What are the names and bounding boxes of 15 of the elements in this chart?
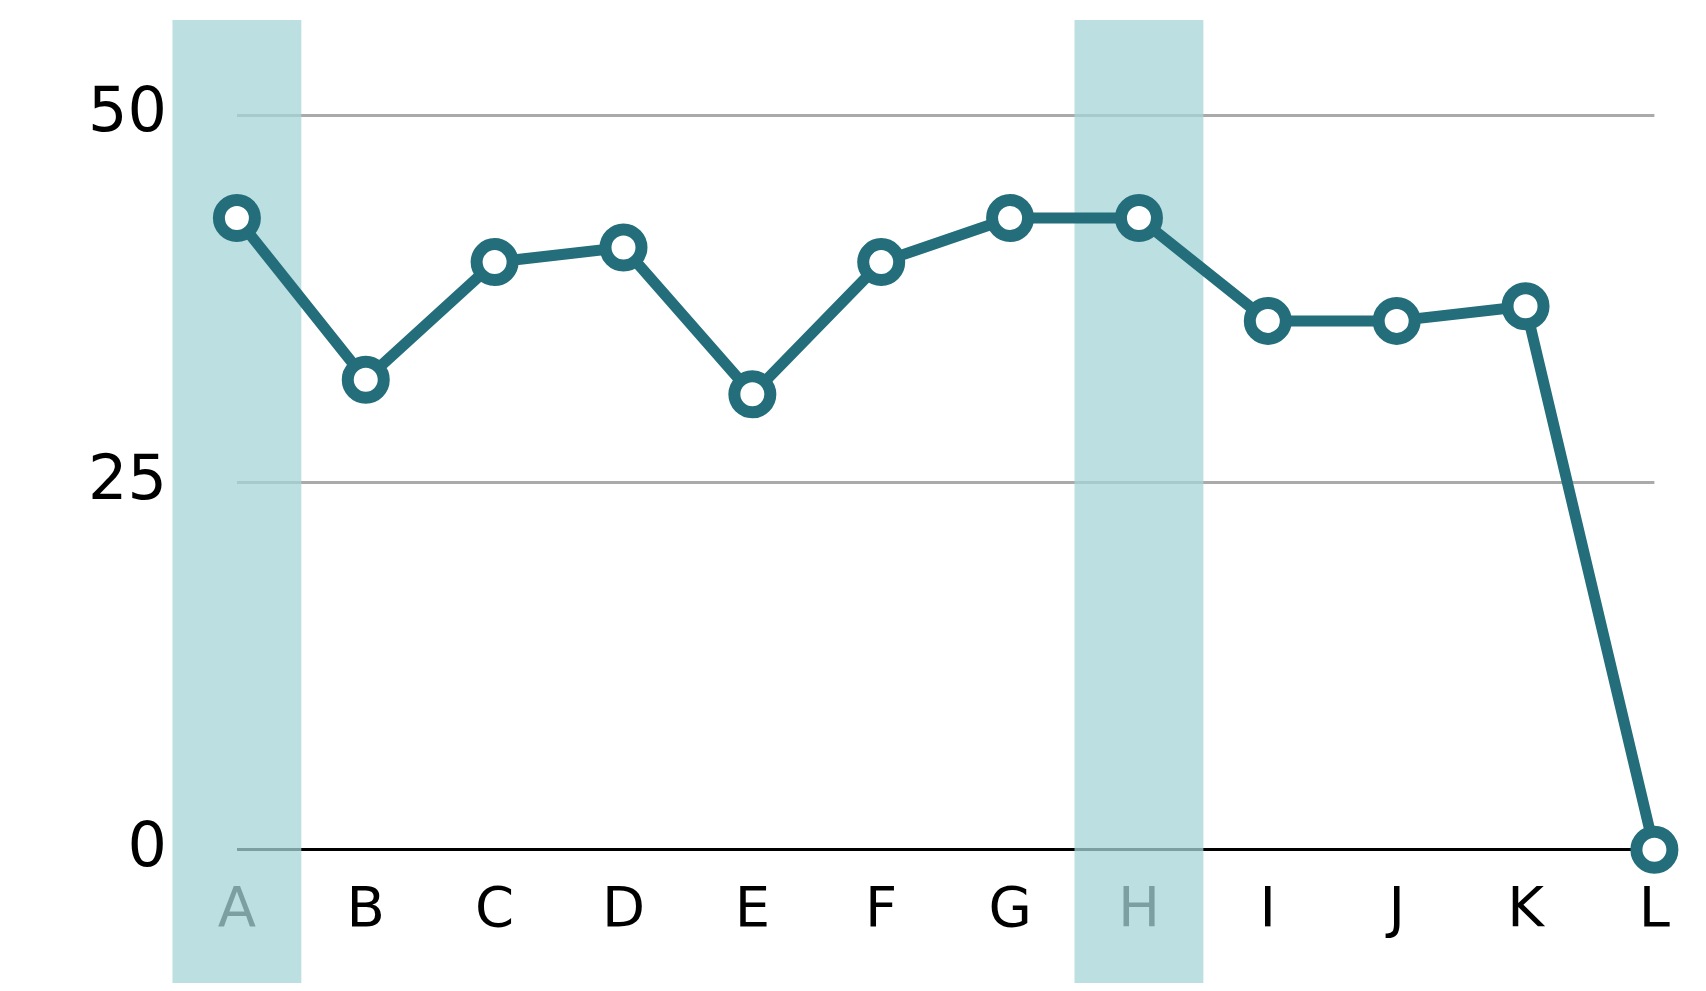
x-tick-label: K — [1507, 873, 1546, 939]
y-tick-label: 0 — [127, 807, 167, 881]
x-tick-label: I — [1259, 873, 1277, 939]
x-tick-label: E — [734, 873, 771, 939]
x-tick-label: B — [346, 873, 385, 939]
y-tick-label: 25 — [87, 440, 167, 514]
x-tick-label: L — [1638, 873, 1670, 939]
x-tick-label: H — [1117, 873, 1160, 939]
x-tick-label: G — [988, 873, 1032, 939]
y-tick-label: 50 — [87, 73, 167, 147]
x-tick-label: C — [475, 873, 515, 939]
x-tick-label: J — [1385, 873, 1405, 939]
x-tick-label: F — [865, 873, 898, 939]
x-tick-label: D — [601, 873, 646, 939]
x-tick-label: A — [217, 873, 257, 939]
